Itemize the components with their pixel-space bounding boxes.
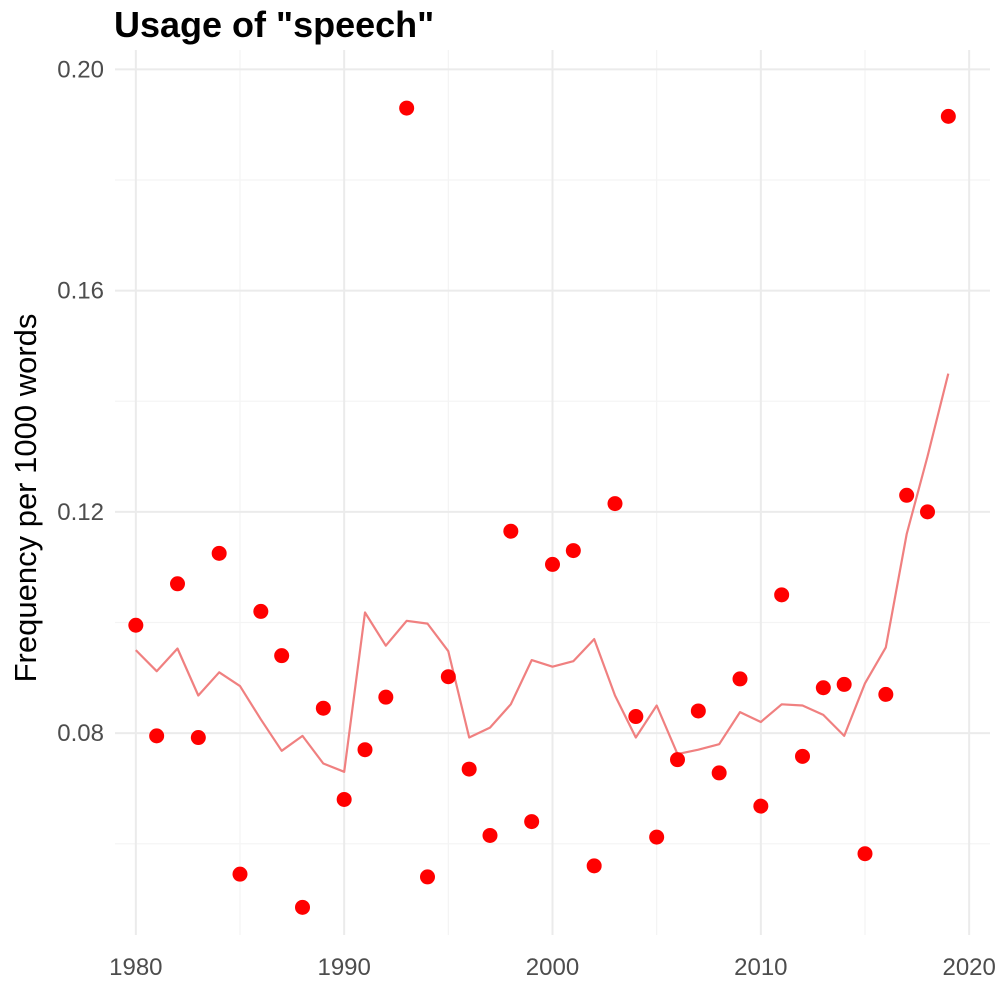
- data-point: [149, 728, 165, 744]
- data-point: [399, 100, 415, 116]
- y-axis-ticks: 0.08 0.12 0.16 0.20: [57, 56, 104, 747]
- data-point: [670, 752, 685, 768]
- data-point: [878, 686, 894, 702]
- x-tick-label: 2010: [734, 954, 787, 981]
- major-gridlines: [115, 50, 990, 935]
- data-point: [836, 676, 852, 692]
- data-point: [753, 798, 769, 814]
- data-point: [774, 587, 790, 603]
- x-tick-label: 2020: [942, 954, 995, 981]
- y-axis-title: Frequency per 1000 words: [8, 314, 43, 683]
- smoothed-trend-line: [135, 373, 950, 773]
- data-point: [690, 703, 706, 719]
- data-point: [420, 869, 435, 885]
- data-point: [628, 709, 644, 725]
- data-point: [274, 648, 290, 664]
- data-point: [649, 829, 665, 845]
- data-point: [607, 496, 623, 512]
- y-tick-label: 0.12: [57, 499, 104, 526]
- data-point: [128, 617, 144, 633]
- x-axis-ticks: 1980 1990 2000 2010 2020: [109, 954, 996, 981]
- data-point: [711, 765, 727, 781]
- x-tick-label: 1980: [109, 954, 162, 981]
- data-point: [357, 742, 373, 758]
- data-point: [315, 700, 331, 716]
- data-point: [211, 545, 227, 561]
- data-point: [503, 523, 519, 539]
- data-point: [190, 730, 206, 746]
- data-point: [795, 748, 810, 764]
- data-point: [940, 108, 956, 124]
- data-point: [461, 761, 477, 777]
- data-point: [545, 556, 560, 572]
- data-point: [482, 827, 498, 843]
- data-point: [378, 689, 394, 705]
- data-point: [336, 791, 352, 807]
- data-point: [253, 603, 269, 619]
- data-point: [586, 858, 602, 874]
- x-tick-label: 2000: [526, 954, 579, 981]
- data-point: [920, 504, 935, 520]
- data-point: [440, 669, 456, 685]
- data-point: [295, 899, 310, 915]
- data-point: [232, 866, 248, 882]
- data-points-layer: [128, 100, 956, 915]
- data-point: [857, 846, 873, 862]
- chart-title: Usage of "speech": [114, 4, 435, 45]
- y-tick-label: 0.20: [57, 56, 104, 83]
- y-tick-label: 0.08: [57, 720, 104, 747]
- x-tick-label: 1990: [317, 954, 370, 981]
- data-point: [524, 814, 540, 830]
- y-tick-label: 0.16: [57, 278, 104, 305]
- data-point: [732, 671, 748, 687]
- trend-line-layer: [135, 373, 950, 773]
- data-point: [899, 487, 915, 503]
- data-point: [565, 543, 581, 559]
- data-point: [170, 576, 185, 592]
- data-point: [815, 680, 831, 696]
